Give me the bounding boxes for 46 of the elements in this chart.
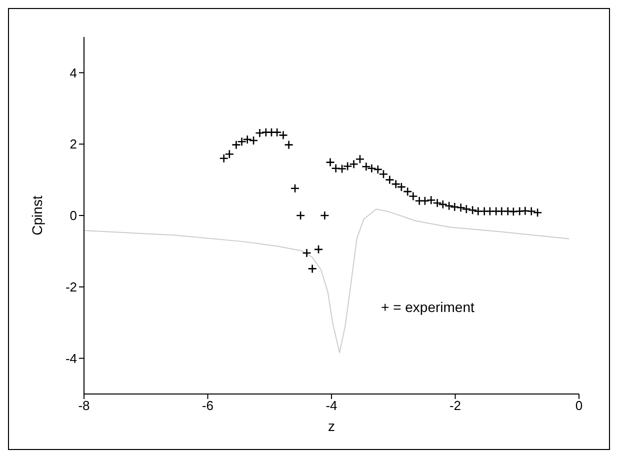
point — [503, 206, 512, 216]
point — [242, 134, 252, 144]
point — [520, 206, 530, 216]
point — [532, 208, 542, 218]
y-tick-label: -2 — [65, 280, 77, 295]
x-tick-label: -2 — [449, 398, 462, 414]
point — [255, 128, 264, 138]
y-tick-label: -4 — [65, 350, 77, 366]
point — [248, 136, 258, 146]
point — [497, 206, 506, 216]
point — [514, 206, 524, 216]
x-tick-label: -8 — [78, 398, 90, 414]
point — [302, 248, 312, 258]
point — [420, 196, 430, 206]
point — [468, 205, 478, 215]
x-tick-label: -6 — [202, 398, 214, 414]
y-axis-title: Cpinst — [28, 196, 45, 236]
point — [450, 202, 460, 212]
point — [485, 206, 495, 216]
point — [320, 210, 330, 220]
x-tick-label: -4 — [326, 398, 338, 414]
line-series — [84, 208, 570, 354]
point — [232, 140, 241, 150]
point — [314, 244, 324, 254]
y-tick-label: 0 — [70, 208, 77, 224]
point — [342, 162, 352, 171]
y-tick-label: 4 — [70, 65, 77, 80]
point — [444, 201, 454, 211]
annotation: + = experiment — [381, 299, 474, 315]
point — [508, 206, 518, 216]
point — [219, 154, 228, 164]
point — [349, 159, 358, 169]
point — [224, 149, 234, 159]
y-tick-label: 2 — [70, 136, 77, 152]
point — [337, 164, 347, 174]
point — [355, 154, 365, 164]
point — [480, 206, 489, 216]
point — [284, 140, 294, 150]
point — [290, 184, 300, 194]
point — [473, 206, 483, 216]
point — [296, 210, 306, 220]
x-axis-title: z — [328, 418, 335, 434]
point — [308, 264, 317, 274]
point — [237, 136, 246, 146]
x-tick-label: 0 — [575, 398, 583, 414]
point — [526, 206, 536, 216]
